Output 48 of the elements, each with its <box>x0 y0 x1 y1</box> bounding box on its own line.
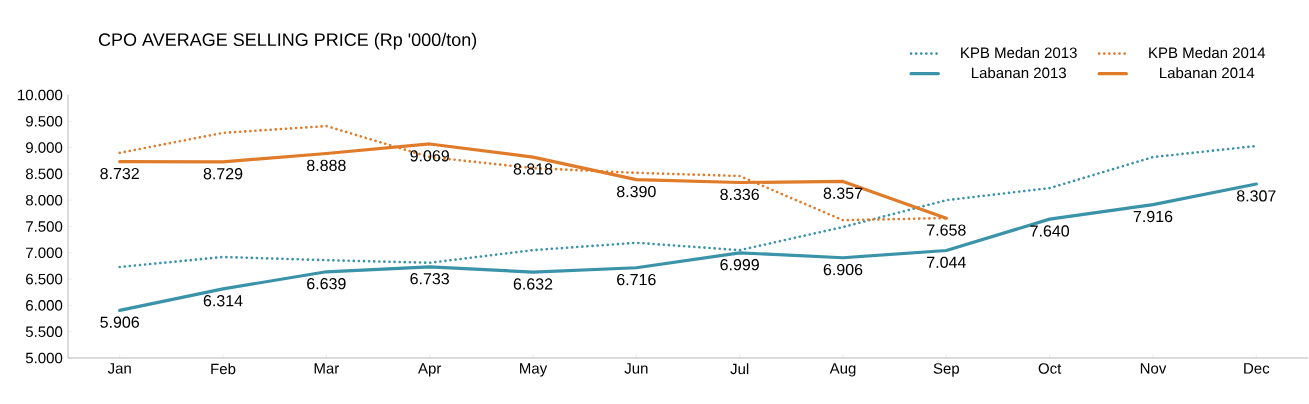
y-tick-label: 9.500 <box>25 115 63 127</box>
y-tick-label: 10.000 <box>18 89 63 101</box>
x-tick-label: Nov <box>1140 363 1167 374</box>
x-tick-label: Apr <box>418 363 442 377</box>
legend-label: KPB Medan 2014 <box>1149 47 1266 59</box>
x-tick-label: Dec <box>1244 363 1270 374</box>
data-label: 8.888 <box>307 159 346 172</box>
y-tick-label: 5.000 <box>25 352 63 364</box>
data-label: 8.336 <box>720 188 759 201</box>
data-label: 5.906 <box>100 316 139 328</box>
data-label: 8.729 <box>203 168 243 180</box>
x-tick-label: Jul <box>730 363 749 375</box>
data-label: 8.390 <box>617 185 656 198</box>
data-label: 7.640 <box>1030 225 1070 237</box>
chart-title: CPO AVERAGE SELLING PRICE (Rp '000/ton) <box>98 32 477 50</box>
x-tick-label: Jan <box>107 363 131 374</box>
data-label: 6.999 <box>720 259 759 271</box>
y-tick-label: 8.000 <box>25 194 63 206</box>
y-tick-label: 9.000 <box>25 142 63 153</box>
x-tick-label: Aug <box>829 363 856 377</box>
data-label: 6.639 <box>307 277 346 290</box>
data-label: 7.658 <box>927 224 966 236</box>
y-tick-label: 6.000 <box>26 300 63 311</box>
y-tick-label: 7.500 <box>26 221 63 232</box>
legend-label: Labanan 2013 <box>971 67 1066 79</box>
data-label: 7.916 <box>1133 210 1173 223</box>
y-tick-label: 8.500 <box>25 168 63 180</box>
x-tick-label: Jun <box>624 363 648 374</box>
x-tick-label: May <box>520 363 548 377</box>
x-tick-label: Mar <box>314 363 339 374</box>
legend-label: KPB Medan 2013 <box>961 47 1077 59</box>
data-label: 8.357 <box>823 187 863 199</box>
x-tick-label: Oct <box>1038 363 1062 374</box>
x-tick-label: Sep <box>933 363 960 377</box>
data-label: 8.307 <box>1236 190 1276 202</box>
data-label: 6.314 <box>203 295 243 307</box>
data-label: 8.818 <box>513 163 553 175</box>
y-tick-label: 6.500 <box>26 273 63 285</box>
data-label: 6.906 <box>823 263 863 276</box>
y-tick-label: 7.000 <box>26 247 63 259</box>
data-label: 7.044 <box>927 256 966 268</box>
data-label: 6.716 <box>617 273 656 286</box>
x-tick-label: Feb <box>211 363 236 375</box>
data-label: 8.732 <box>100 167 139 180</box>
legend-label: Labanan 2014 <box>1160 67 1255 79</box>
data-label: 6.733 <box>410 273 449 285</box>
y-tick-label: 5.500 <box>25 326 63 337</box>
data-label: 6.632 <box>513 278 553 290</box>
